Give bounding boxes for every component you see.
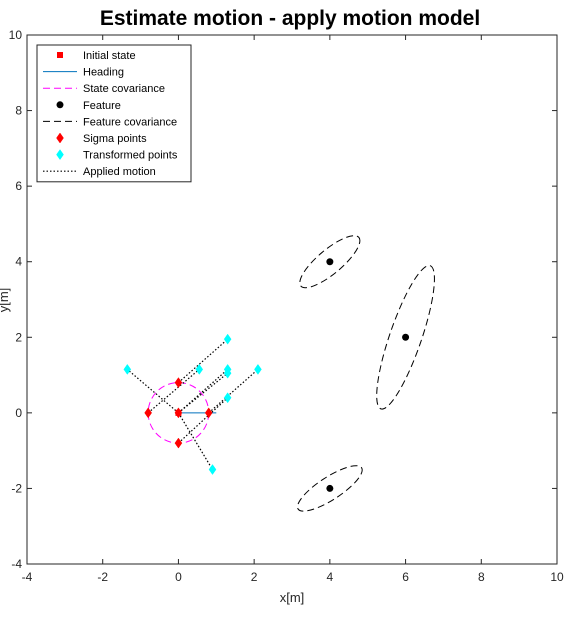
y-tick-label: 4 xyxy=(15,255,22,269)
feature-marker xyxy=(402,333,410,341)
applied-motion-line xyxy=(147,368,200,414)
ticks-layer: -4 -2 0 2 4 6 8 10 -4 -2 0 2 4 6 8 10 xyxy=(9,28,564,584)
transformed-point xyxy=(254,363,262,375)
data-layer xyxy=(123,235,435,512)
x-tick-label: 10 xyxy=(550,570,564,584)
feature-covariance-ellipse xyxy=(299,235,361,289)
sigma-point xyxy=(144,407,152,419)
x-tick-label: 6 xyxy=(402,570,409,584)
legend-label: Heading xyxy=(83,67,124,79)
applied-motion-line xyxy=(178,397,229,444)
legend-diamond-icon xyxy=(56,149,64,161)
y-tick-label: 10 xyxy=(9,28,23,42)
legend-diamond-icon xyxy=(56,132,64,144)
y-tick-label: 8 xyxy=(15,104,22,118)
y-tick-label: 2 xyxy=(15,330,22,344)
legend-square-icon xyxy=(57,52,63,58)
axes-box xyxy=(26,34,558,565)
applied-motion-line xyxy=(177,412,214,470)
legend-label: State covariance xyxy=(83,83,165,95)
y-tick-label: 0 xyxy=(15,406,22,420)
legend-label: Applied motion xyxy=(83,166,156,178)
sigma-point xyxy=(174,377,183,389)
legend-entry: Feature covariance xyxy=(43,116,177,128)
applied-motion-line xyxy=(126,368,179,414)
legend-label: Sigma points xyxy=(83,133,147,145)
legend-entry: Applied motion xyxy=(43,166,156,178)
y-tick-label: -2 xyxy=(11,481,22,495)
sigma-point xyxy=(204,407,213,419)
legend-entry: Sigma points xyxy=(56,132,147,145)
x-axis-label: x[m] xyxy=(280,590,305,605)
y-tick-label: 6 xyxy=(15,179,22,193)
legend-entry: Initial state xyxy=(57,50,136,62)
y-tick-label: -4 xyxy=(11,557,22,571)
legend-label: Feature covariance xyxy=(83,116,177,128)
x-tick-label: 4 xyxy=(327,570,334,584)
transformed-point xyxy=(223,367,232,379)
feature-covariance-ellipse xyxy=(376,265,435,410)
chart-title: Estimate motion - apply motion model xyxy=(100,7,480,30)
legend-circle-icon xyxy=(56,101,64,109)
x-tick-label: 0 xyxy=(175,570,182,584)
x-tick-label: -4 xyxy=(22,570,33,584)
legend-label: Feature xyxy=(83,100,121,112)
legend-entry: Transformed points xyxy=(56,149,178,162)
transformed-point xyxy=(123,363,132,375)
legend-label: Initial state xyxy=(83,50,136,62)
applied-motion-line xyxy=(208,368,259,414)
legend: Initial state Heading State covariance Feat… xyxy=(36,44,192,183)
legend-entry: Feature xyxy=(56,100,121,112)
applied-motion-line xyxy=(178,338,229,384)
legend-label: Transformed points xyxy=(83,150,178,162)
x-tick-label: 8 xyxy=(478,570,485,584)
transformed-point xyxy=(223,333,232,345)
legend-box xyxy=(36,44,192,183)
transformed-point xyxy=(195,363,204,375)
legend-entry: State covariance xyxy=(43,83,165,95)
legend-entry: Heading xyxy=(43,67,124,79)
x-tick-label: -2 xyxy=(97,570,108,584)
y-axis-label: y[m] xyxy=(0,288,11,313)
sigma-point xyxy=(174,437,183,449)
x-tick-label: 2 xyxy=(251,570,258,584)
initial-state-marker xyxy=(175,409,182,416)
applied-motion-line xyxy=(178,372,229,414)
feature-marker xyxy=(326,484,334,492)
transformed-point xyxy=(223,392,232,404)
transformed-point xyxy=(208,464,217,475)
feature-covariance-ellipse xyxy=(297,465,363,512)
feature-marker xyxy=(326,258,334,266)
